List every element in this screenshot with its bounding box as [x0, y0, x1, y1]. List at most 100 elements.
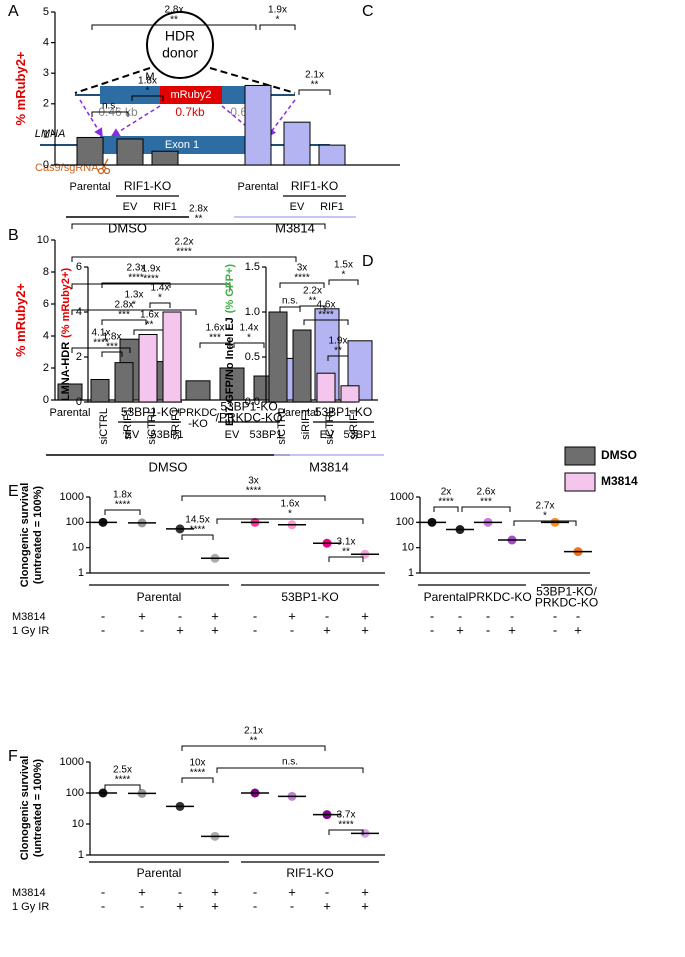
- fold-change-label: 2.8x: [115, 300, 134, 311]
- x-tick-label: siRIF1: [300, 408, 312, 440]
- y-axis-label-part: LMNA-HDR: [60, 342, 72, 401]
- bar: [219, 367, 245, 401]
- y-tick-label: 0.0: [245, 396, 260, 408]
- legend-swatch: [564, 472, 596, 492]
- insert-size: 0.7kb: [175, 105, 205, 119]
- significance-stars: ****: [438, 497, 454, 508]
- significance-bracket: [71, 283, 231, 289]
- panel-label: D: [362, 253, 374, 270]
- panel-label: F: [8, 748, 18, 765]
- y-axis-label: Clonogenic survival: [19, 483, 31, 588]
- fold-change-label: 2x: [441, 487, 452, 498]
- fold-change-label: 2.8x: [189, 204, 208, 215]
- condition-mark: -: [253, 608, 257, 623]
- significance-stars: *: [342, 270, 346, 281]
- y-axis-label: (untreated = 100%): [32, 759, 44, 857]
- significance-stars: **: [146, 320, 154, 331]
- significance-stars: **: [342, 547, 350, 558]
- fold-change-label: 1.9x: [329, 336, 348, 347]
- marker-label: M: [145, 71, 154, 83]
- significance-bracket: [131, 95, 164, 101]
- significance-stars: **: [334, 346, 342, 357]
- significance-bracket: [91, 111, 129, 117]
- treatment-label: M3814: [275, 220, 315, 235]
- x-tick-label: EV: [125, 429, 140, 441]
- condition-mark: -: [458, 608, 462, 623]
- y-axis-label-part: (% GFP+): [224, 264, 236, 314]
- donor-label: HDR: [165, 28, 195, 44]
- fold-change-label: 3x: [248, 476, 259, 487]
- y-tick-label: 8: [43, 266, 49, 278]
- panel-a-diagram: A HDR donor mRuby2 M 0.46 kb 0.7kb 0.61 …: [8, 3, 330, 175]
- significance-bracket: [461, 506, 511, 512]
- fold-change-label: 2.5x: [113, 765, 132, 776]
- x-tick-label: siCTRL: [276, 408, 288, 445]
- x-tick-label: 53BP1: [150, 429, 183, 441]
- significance-bracket: [328, 279, 359, 285]
- condition-mark: +: [574, 622, 582, 637]
- bar: [283, 121, 311, 166]
- y-tick-label: 10: [72, 818, 84, 830]
- condition-mark: +: [323, 622, 331, 637]
- bar: [185, 380, 211, 401]
- group-label: RIF1-KO: [124, 179, 171, 193]
- donor-arm-line: [209, 67, 296, 94]
- bar: [116, 138, 144, 166]
- y-axis-label: % mRuby2+: [13, 283, 28, 357]
- significance-stars: ****: [338, 820, 354, 831]
- y-tick-label: 10: [72, 542, 84, 554]
- condition-mark: +: [361, 608, 369, 623]
- fold-change-label: 2.2x: [303, 286, 322, 297]
- condition-mark: -: [178, 608, 182, 623]
- condition-mark: +: [211, 622, 219, 637]
- y-tick-label: 1: [43, 128, 49, 140]
- condition-mark: -: [178, 884, 182, 899]
- insert: [160, 86, 222, 104]
- y-axis-label-part: % mRuby2+: [13, 283, 28, 357]
- bar: [76, 136, 104, 166]
- donor-label: donor: [162, 45, 198, 61]
- significance-bracket: [71, 256, 297, 262]
- group-label: Parental: [137, 590, 182, 604]
- x-tick-label: siRIF1: [348, 408, 360, 440]
- condition-label: M3814: [12, 887, 46, 899]
- significance-stars: ****: [128, 273, 144, 284]
- condition-mark: +: [138, 884, 146, 899]
- donor-circle: [146, 11, 214, 79]
- bar: [340, 385, 360, 403]
- fold-change-label: 1.4x: [240, 323, 259, 334]
- y-tick-label: 1000: [60, 756, 84, 768]
- condition-mark: +: [176, 898, 184, 913]
- significance-bracket: [71, 347, 131, 353]
- condition-mark: -: [576, 608, 580, 623]
- y-tick-label: 10: [37, 234, 49, 246]
- insert-label: mRuby2: [171, 89, 212, 101]
- group-label: 53BP1-KO/PRKDC-KO: [535, 585, 598, 610]
- treatment-label: DMSO: [108, 220, 147, 235]
- significance-bracket: [101, 351, 123, 357]
- significance-stars: ****: [318, 310, 334, 321]
- group-label: 53BP1-KO: [315, 405, 372, 419]
- y-tick-label: 100: [66, 787, 84, 799]
- y-tick-label: 10: [402, 542, 414, 554]
- y-tick-label: 2: [76, 351, 82, 363]
- group-label: 53BP1-KO/PRKDC-KO: [216, 400, 283, 425]
- y-tick-label: 0.5: [245, 351, 260, 363]
- condition-label: 1 Gy IR: [12, 625, 49, 637]
- significance-stars: ****: [176, 247, 192, 258]
- significance-stars: **: [195, 214, 203, 225]
- condition-mark: -: [486, 608, 490, 623]
- significance-bracket: [149, 302, 171, 308]
- fold-change-label: 1.4x: [151, 283, 170, 294]
- significance-bracket: [101, 319, 147, 325]
- fold-change-label: 2.3x: [127, 263, 146, 274]
- significance-bracket: [513, 520, 577, 526]
- significance-bracket: [327, 355, 349, 361]
- condition-label: M3814: [12, 611, 46, 623]
- x-tick-label: EV: [320, 429, 335, 441]
- x-tick-label: Parental: [238, 181, 279, 193]
- fold-change-label: 1.8x: [113, 490, 132, 501]
- significance-bracket: [71, 223, 326, 229]
- condition-mark: +: [456, 622, 464, 637]
